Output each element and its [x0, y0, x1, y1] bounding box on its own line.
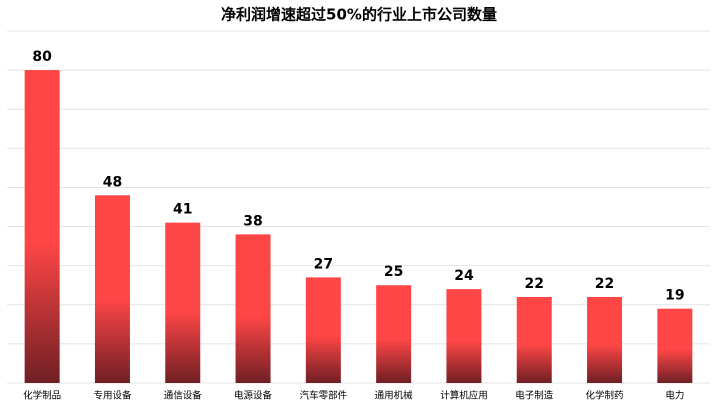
value-label: 22: [525, 276, 544, 292]
value-label: 24: [454, 268, 474, 284]
bar: [165, 222, 201, 383]
bar: [24, 70, 60, 383]
value-label: 25: [384, 264, 403, 280]
value-label: 19: [665, 288, 684, 304]
bar: [94, 195, 130, 383]
value-label: 80: [32, 49, 52, 65]
bar: [587, 296, 623, 383]
value-label: 22: [595, 276, 614, 292]
bar: [657, 308, 693, 383]
value-label: 27: [314, 256, 333, 272]
bar: [516, 296, 552, 383]
chart-title: 净利润增速超过50%的行业上市公司数量: [221, 6, 497, 24]
x-tick-label: 通用机械: [375, 390, 414, 402]
x-tick-label: 计算机应用: [440, 390, 488, 402]
x-tick-label: 化学制药: [586, 390, 624, 402]
value-label: 48: [103, 174, 122, 190]
x-tick-label: 化学制品: [23, 390, 61, 402]
x-tick-label: 电力: [665, 390, 684, 402]
x-tick-label: 电子制造: [515, 390, 554, 402]
x-tick-label: 专用设备: [93, 390, 132, 402]
bar: [235, 234, 271, 383]
value-label: 41: [173, 202, 192, 218]
bar: [376, 285, 412, 383]
bar: [305, 277, 341, 383]
x-tick-label: 通信设备: [164, 390, 203, 402]
value-label: 38: [243, 213, 262, 229]
x-tick-label: 汽车零部件: [300, 390, 348, 402]
bar: [446, 289, 482, 383]
x-tick-label: 电源设备: [234, 390, 273, 402]
